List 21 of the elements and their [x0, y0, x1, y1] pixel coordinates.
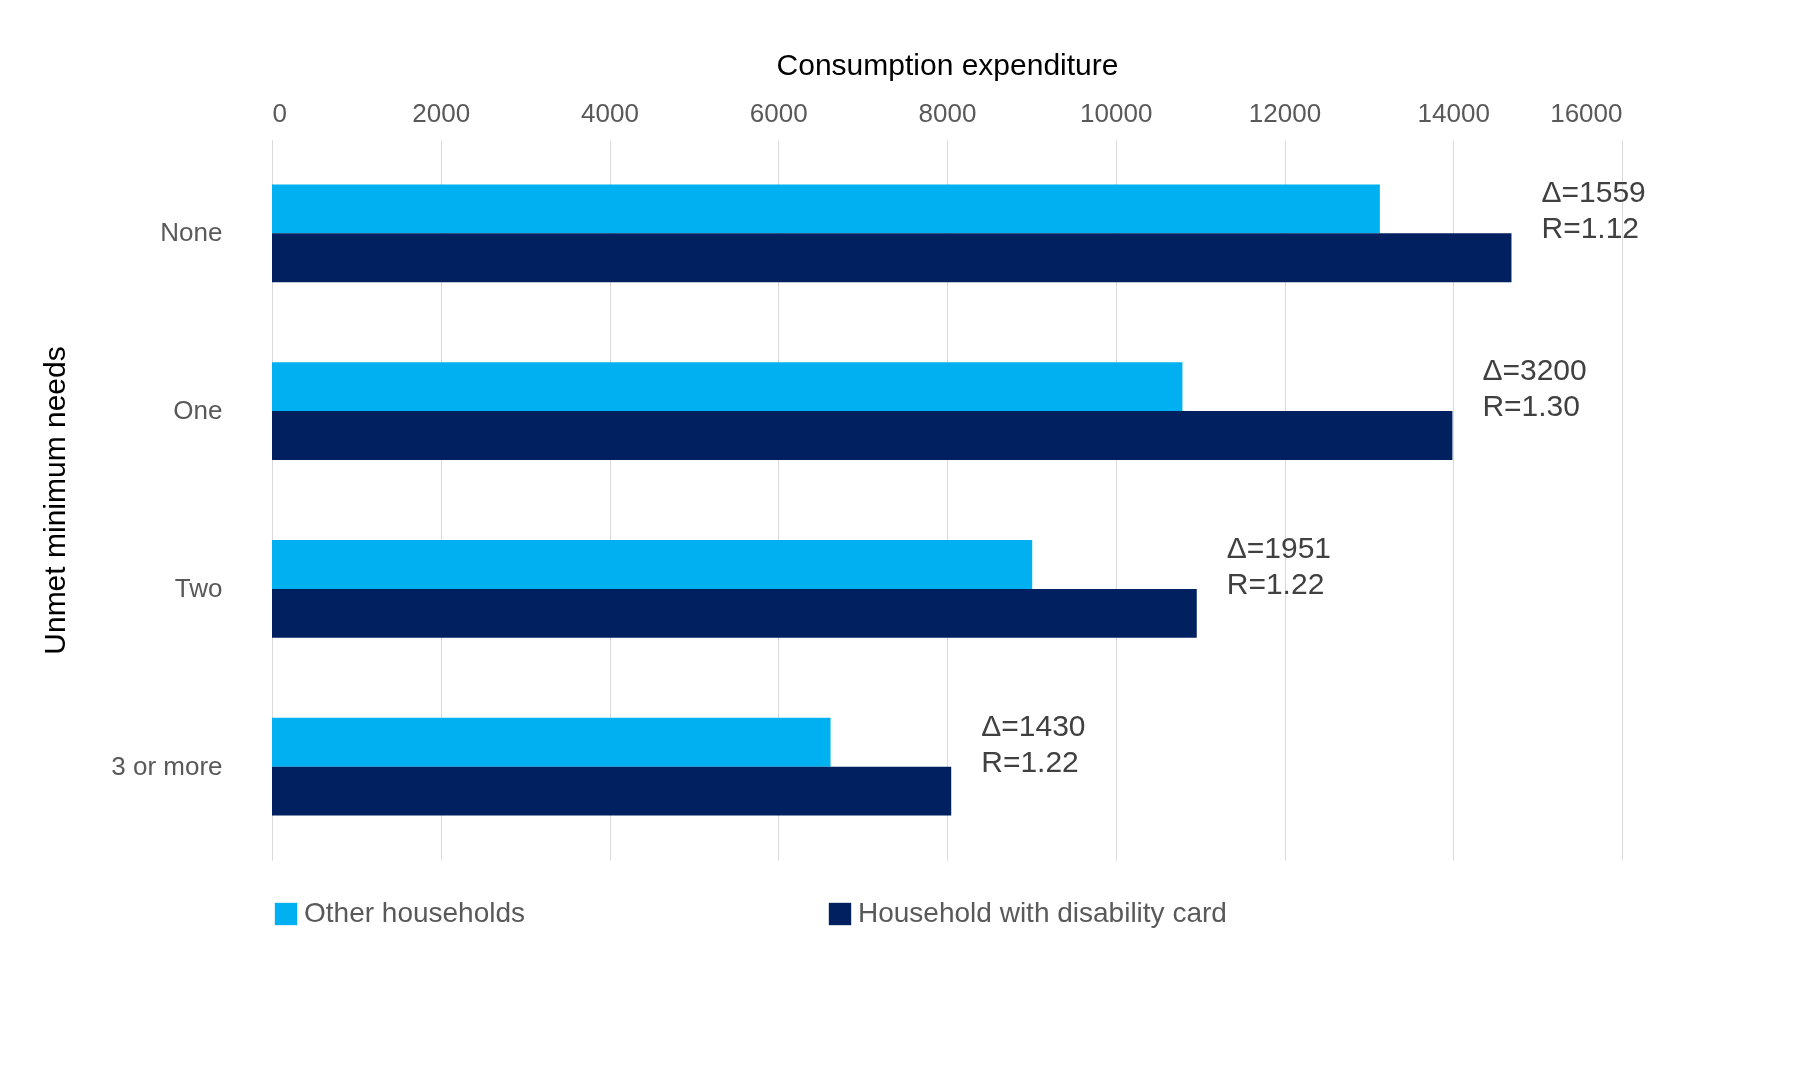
x-tick-label: 4000	[581, 97, 639, 128]
x-tick-label: 8000	[918, 97, 977, 128]
annotation: Δ=1430 R=1.22	[981, 708, 1086, 778]
annotation: Δ=1951 R=1.22	[1226, 530, 1332, 600]
y-tick-label: None	[160, 217, 223, 248]
y-tick-label: One	[173, 395, 223, 426]
x-tick-label: 6000	[749, 97, 808, 128]
x-axis-title: Consumption expenditure	[776, 47, 1119, 81]
y-axis-title: Unmet minimum needs	[38, 346, 72, 655]
x-tick-label: 16000	[1550, 97, 1623, 128]
x-tick-label: 14000	[1417, 97, 1490, 128]
legend-label: Household with disability card	[858, 897, 1227, 928]
x-tick-label: 2000	[412, 97, 471, 128]
annotation: Δ=3200 R=1.30	[1482, 353, 1587, 423]
annotation: Δ=1559 R=1.12	[1541, 175, 1646, 245]
x-tick-label: 10000	[1080, 97, 1153, 128]
y-tick-label: 3 or more	[111, 750, 223, 781]
x-tick-label: 0	[272, 97, 287, 128]
y-tick-label: Two	[174, 572, 223, 603]
x-tick-label: 12000	[1248, 97, 1322, 128]
legend-label: Other households	[304, 897, 526, 928]
